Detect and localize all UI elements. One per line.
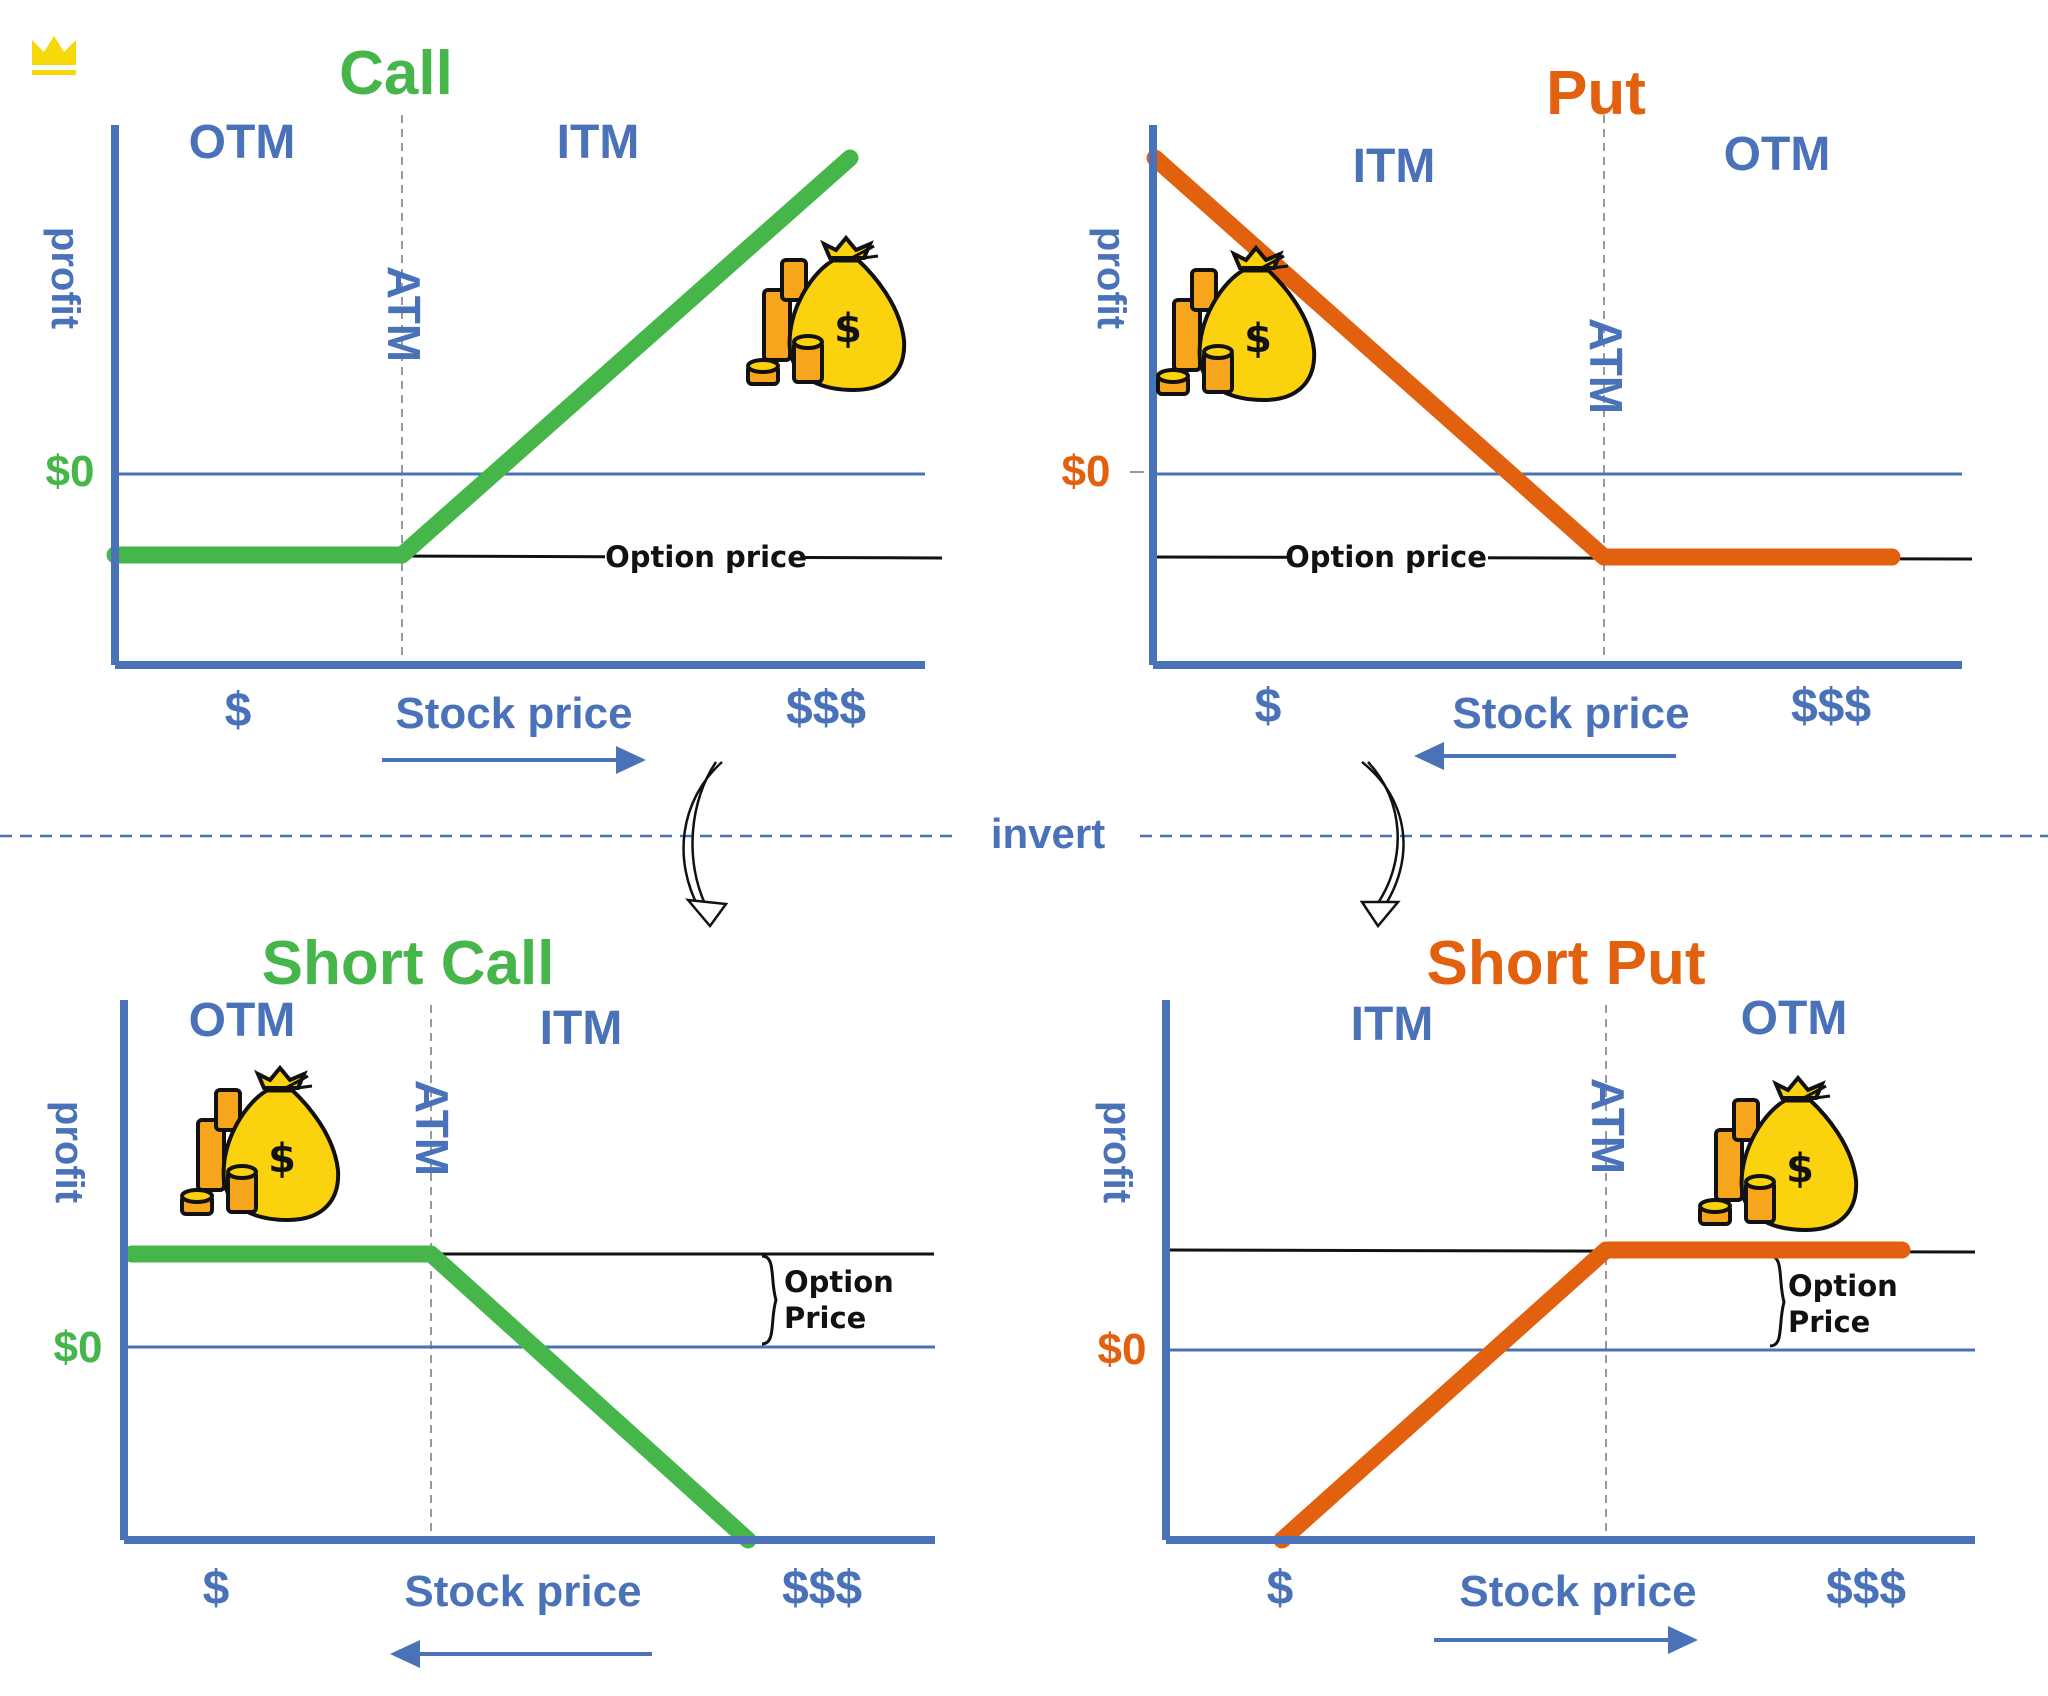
- call-x-low: $: [225, 684, 252, 737]
- short-put-left-zone: ITM: [1351, 998, 1434, 1051]
- short-put-zero-label: $0: [1098, 1325, 1147, 1374]
- put-x-low: $: [1255, 680, 1282, 733]
- money-bag-icon: [1700, 1078, 1856, 1230]
- short-call-atm-label: ATM: [406, 1080, 458, 1176]
- short-call-x-high: $$$: [782, 1562, 862, 1615]
- call-premium-label: Option price: [605, 540, 807, 574]
- short-call-premium-label-2: Price: [784, 1301, 866, 1335]
- crown-icon: [32, 36, 76, 75]
- short-put-ylabel: profit: [1095, 1101, 1139, 1203]
- call-zero-label: $0: [46, 447, 95, 496]
- short-put-title: Short Put: [1427, 929, 1706, 998]
- short-call-panel: Short Call OTM ITM ATM profit $0 Option …: [47, 929, 935, 1668]
- call-panel: Call OTM ITM ATM profit $0 Option price …: [43, 39, 943, 774]
- money-bag-icon: [182, 1068, 338, 1220]
- call-direction-arrow: [382, 746, 646, 774]
- short-put-x-low: $: [1267, 1562, 1294, 1615]
- short-put-xlabel: Stock price: [1459, 1567, 1696, 1616]
- invert-divider: invert: [0, 761, 2048, 929]
- short-put-premium-label-1: Option: [1788, 1269, 1898, 1303]
- put-payoff-line: [1146, 149, 1901, 566]
- put-left-zone: ITM: [1353, 140, 1436, 193]
- short-put-premium-brace: [1769, 1254, 1786, 1348]
- short-call-premium-label-1: Option: [784, 1265, 894, 1299]
- short-call-zero-label: $0: [54, 1323, 103, 1372]
- short-put-direction-arrow: [1434, 1626, 1698, 1654]
- short-call-x-low: $: [203, 1562, 230, 1615]
- put-xlabel: Stock price: [1452, 689, 1689, 738]
- put-title: Put: [1546, 59, 1646, 128]
- money-bag-icon: [748, 238, 904, 390]
- put-x-high: $$$: [1791, 680, 1871, 733]
- put-panel: Put ITM OTM ATM profit $0 Option price $…: [1062, 59, 1973, 770]
- call-title: Call: [339, 39, 453, 108]
- short-call-ylabel: profit: [47, 1101, 91, 1203]
- short-put-panel: Short Put ITM OTM ATM profit $0 Option P…: [1095, 929, 1976, 1654]
- call-left-zone: OTM: [189, 116, 296, 169]
- put-right-zone: OTM: [1724, 128, 1831, 181]
- short-put-payoff-line: [1273, 1241, 1911, 1549]
- curved-arrow-icon: [682, 761, 729, 929]
- put-premium-label: Option price: [1285, 540, 1487, 574]
- put-atm-label: ATM: [1580, 318, 1632, 414]
- short-call-payoff-line: [123, 1245, 757, 1549]
- short-put-right-zone: OTM: [1741, 992, 1848, 1045]
- invert-label: invert: [991, 810, 1105, 857]
- short-call-left-zone: OTM: [189, 994, 296, 1047]
- short-call-direction-arrow: [390, 1640, 652, 1668]
- put-ylabel: profit: [1089, 227, 1133, 329]
- short-put-x-high: $$$: [1826, 1562, 1906, 1615]
- short-call-right-zone: ITM: [540, 1002, 623, 1055]
- call-right-zone: ITM: [557, 116, 640, 169]
- curved-arrow-icon: [1359, 761, 1405, 929]
- call-payoff-line: [106, 149, 859, 564]
- short-put-premium-label-2: Price: [1788, 1305, 1870, 1339]
- call-atm-label: ATM: [378, 266, 430, 362]
- short-call-title: Short Call: [262, 929, 555, 998]
- call-xlabel: Stock price: [395, 689, 632, 738]
- call-ylabel: profit: [43, 227, 87, 329]
- short-call-premium-brace: [761, 1254, 778, 1346]
- short-put-atm-label: ATM: [1582, 1078, 1634, 1174]
- short-call-xlabel: Stock price: [404, 1567, 641, 1616]
- call-x-high: $$$: [786, 682, 866, 735]
- put-direction-arrow: [1414, 742, 1676, 770]
- put-zero-label: $0: [1062, 447, 1111, 496]
